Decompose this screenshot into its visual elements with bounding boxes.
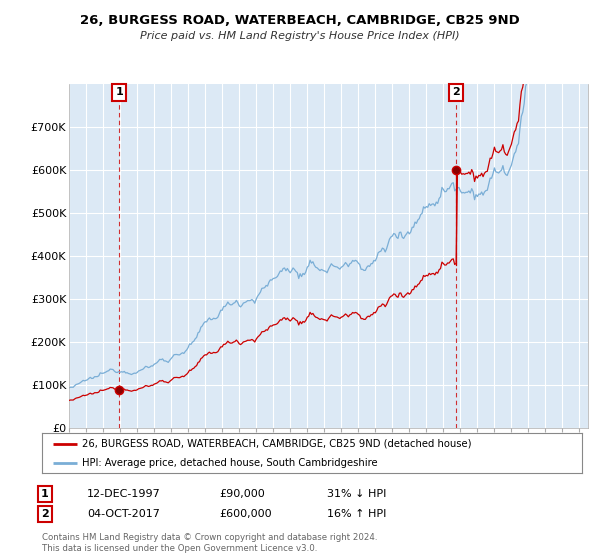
Text: 26, BURGESS ROAD, WATERBEACH, CAMBRIDGE, CB25 9ND: 26, BURGESS ROAD, WATERBEACH, CAMBRIDGE,… bbox=[80, 14, 520, 27]
Text: 31% ↓ HPI: 31% ↓ HPI bbox=[327, 489, 386, 499]
Text: £600,000: £600,000 bbox=[219, 509, 272, 519]
Text: 2: 2 bbox=[452, 87, 460, 97]
Text: £90,000: £90,000 bbox=[219, 489, 265, 499]
Text: 2: 2 bbox=[41, 509, 49, 519]
Text: 1: 1 bbox=[115, 87, 123, 97]
Text: 26, BURGESS ROAD, WATERBEACH, CAMBRIDGE, CB25 9ND (detached house): 26, BURGESS ROAD, WATERBEACH, CAMBRIDGE,… bbox=[83, 439, 472, 449]
Text: 04-OCT-2017: 04-OCT-2017 bbox=[87, 509, 160, 519]
Text: 12-DEC-1997: 12-DEC-1997 bbox=[87, 489, 161, 499]
Text: Contains HM Land Registry data © Crown copyright and database right 2024.
This d: Contains HM Land Registry data © Crown c… bbox=[42, 533, 377, 553]
Text: Price paid vs. HM Land Registry's House Price Index (HPI): Price paid vs. HM Land Registry's House … bbox=[140, 31, 460, 41]
Text: HPI: Average price, detached house, South Cambridgeshire: HPI: Average price, detached house, Sout… bbox=[83, 458, 378, 468]
Text: 1: 1 bbox=[41, 489, 49, 499]
Text: 16% ↑ HPI: 16% ↑ HPI bbox=[327, 509, 386, 519]
